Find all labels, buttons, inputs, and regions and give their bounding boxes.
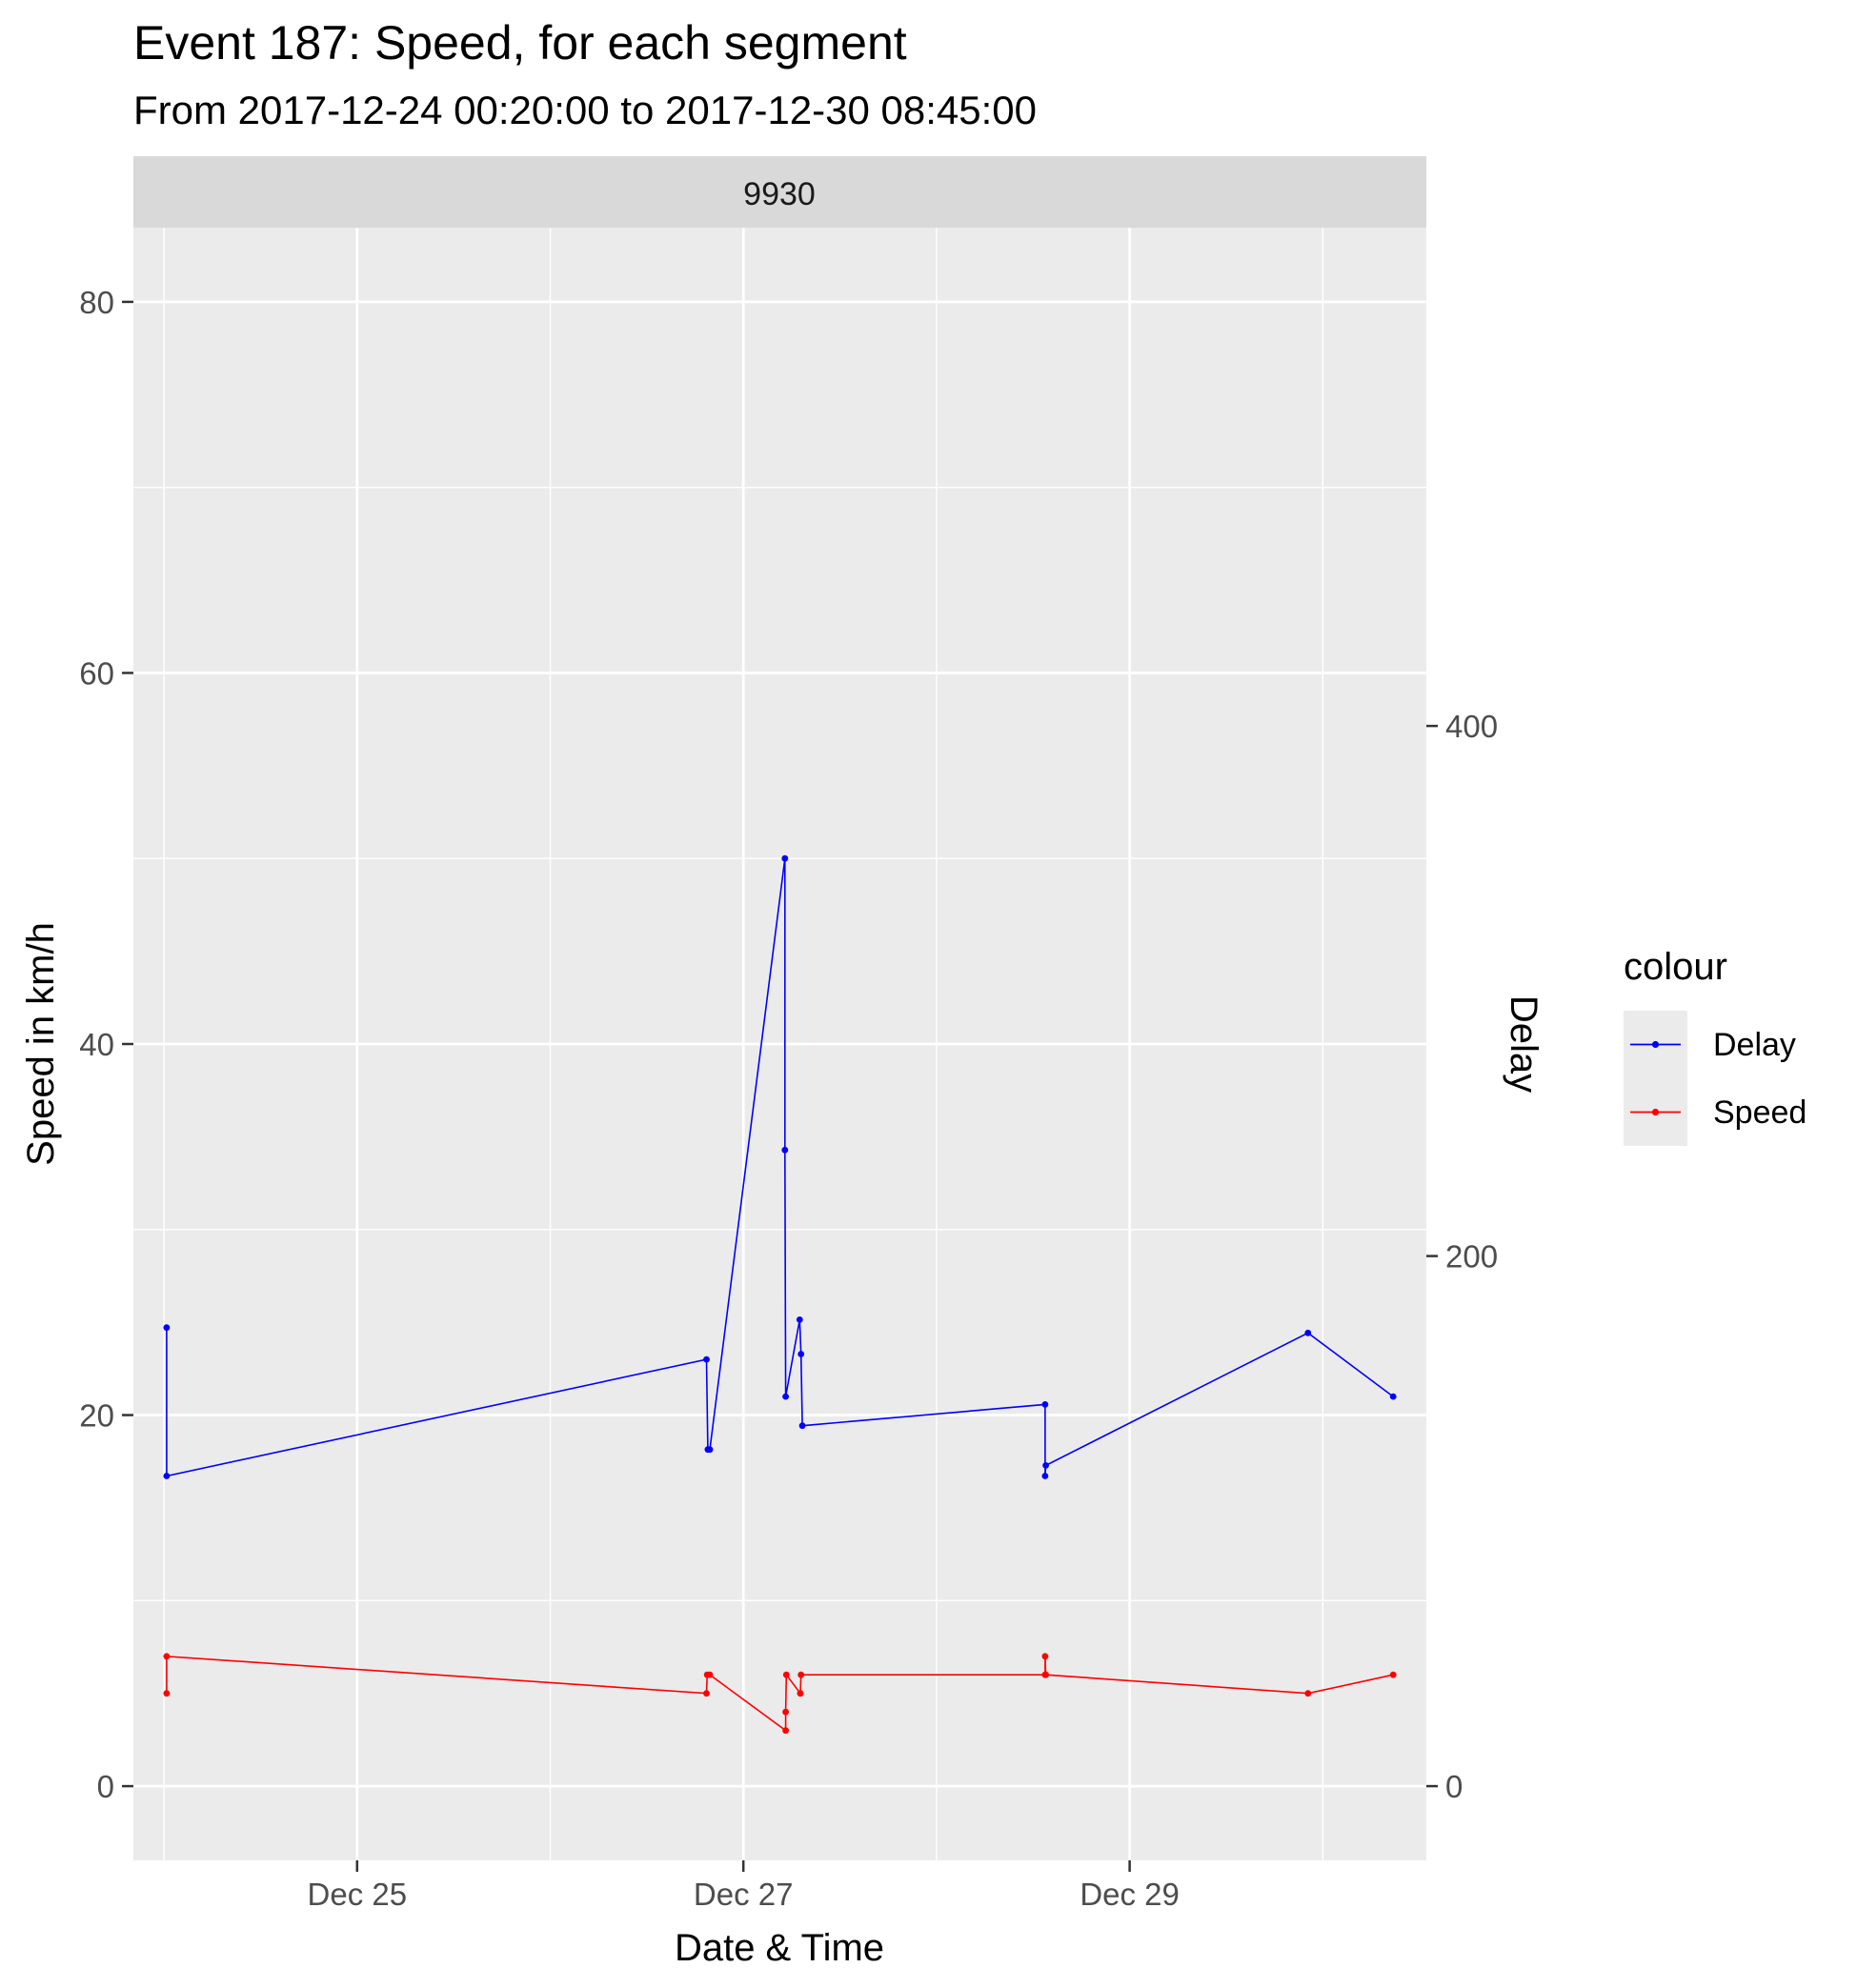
data-point-speed — [706, 1671, 714, 1678]
legend-point-speed — [1651, 1108, 1660, 1116]
data-point-delay — [1304, 1329, 1312, 1336]
data-point-delay — [703, 1355, 710, 1363]
grid-major — [133, 228, 1426, 1860]
data-point-speed — [1041, 1653, 1049, 1660]
data-point-delay — [706, 1446, 714, 1454]
data-point-speed — [1304, 1690, 1312, 1697]
series-layer — [163, 854, 1397, 1735]
legend-point-delay — [1651, 1040, 1660, 1049]
x-tick-label: Dec 25 — [308, 1877, 408, 1912]
y-tick-label: 20 — [79, 1398, 114, 1434]
y-tick-label: 40 — [79, 1027, 114, 1062]
x-tick-label: Dec 27 — [694, 1877, 794, 1912]
data-point-delay — [798, 1422, 806, 1430]
x-axis-title: Date & Time — [675, 1927, 884, 1969]
data-point-delay — [782, 1393, 789, 1400]
data-point-delay — [163, 1324, 171, 1332]
data-point-speed — [782, 1708, 789, 1716]
y2-tick-label: 0 — [1445, 1769, 1463, 1804]
y-tick-label: 60 — [79, 655, 114, 691]
legend-label-speed: Speed — [1713, 1094, 1807, 1131]
data-point-delay — [1389, 1393, 1397, 1400]
y-tick-label: 80 — [79, 285, 114, 320]
x-axis: Dec 25 Dec 27 Dec 29 — [308, 1860, 1180, 1912]
y2-tick-label: 400 — [1445, 709, 1498, 744]
y-axis-right: 0 200 400 — [1426, 709, 1498, 1804]
y-axis-title: Speed in km/h — [20, 922, 62, 1166]
data-point-speed — [797, 1690, 804, 1697]
y-axis-left: 0 20 40 60 80 — [79, 285, 133, 1804]
series-line-delay — [166, 858, 1394, 1477]
facet-strip — [133, 156, 1426, 228]
data-point-speed — [1042, 1671, 1049, 1678]
data-point-delay — [796, 1316, 803, 1323]
data-point-speed — [782, 1671, 790, 1678]
y-tick-label: 0 — [97, 1769, 114, 1804]
data-point-delay — [781, 854, 789, 862]
y2-tick-label: 200 — [1445, 1239, 1498, 1275]
data-point-speed — [163, 1690, 171, 1697]
x-tick-label: Dec 29 — [1080, 1877, 1180, 1912]
data-point-delay — [797, 1351, 805, 1357]
data-point-speed — [797, 1671, 805, 1678]
legend-label-delay: Delay — [1713, 1027, 1796, 1063]
data-point-speed — [782, 1727, 789, 1735]
legend-title: colour — [1624, 946, 1727, 988]
data-point-delay — [1041, 1401, 1049, 1408]
data-point-delay — [163, 1473, 171, 1479]
data-point-speed — [163, 1653, 171, 1660]
data-point-delay — [1042, 1462, 1049, 1469]
data-point-delay — [1041, 1473, 1049, 1479]
y2-axis-title: Delay — [1503, 995, 1544, 1093]
chart-subtitle: From 2017-12-24 00:20:00 to 2017-12-30 0… — [133, 88, 1037, 132]
data-point-speed — [703, 1690, 710, 1697]
data-point-speed — [1389, 1671, 1397, 1678]
legend: colour Delay Speed — [1624, 946, 1807, 1146]
chart-title: Event 187: Speed, for each segment — [133, 16, 907, 70]
data-point-delay — [781, 1146, 789, 1154]
facet-label: 9930 — [743, 176, 816, 212]
